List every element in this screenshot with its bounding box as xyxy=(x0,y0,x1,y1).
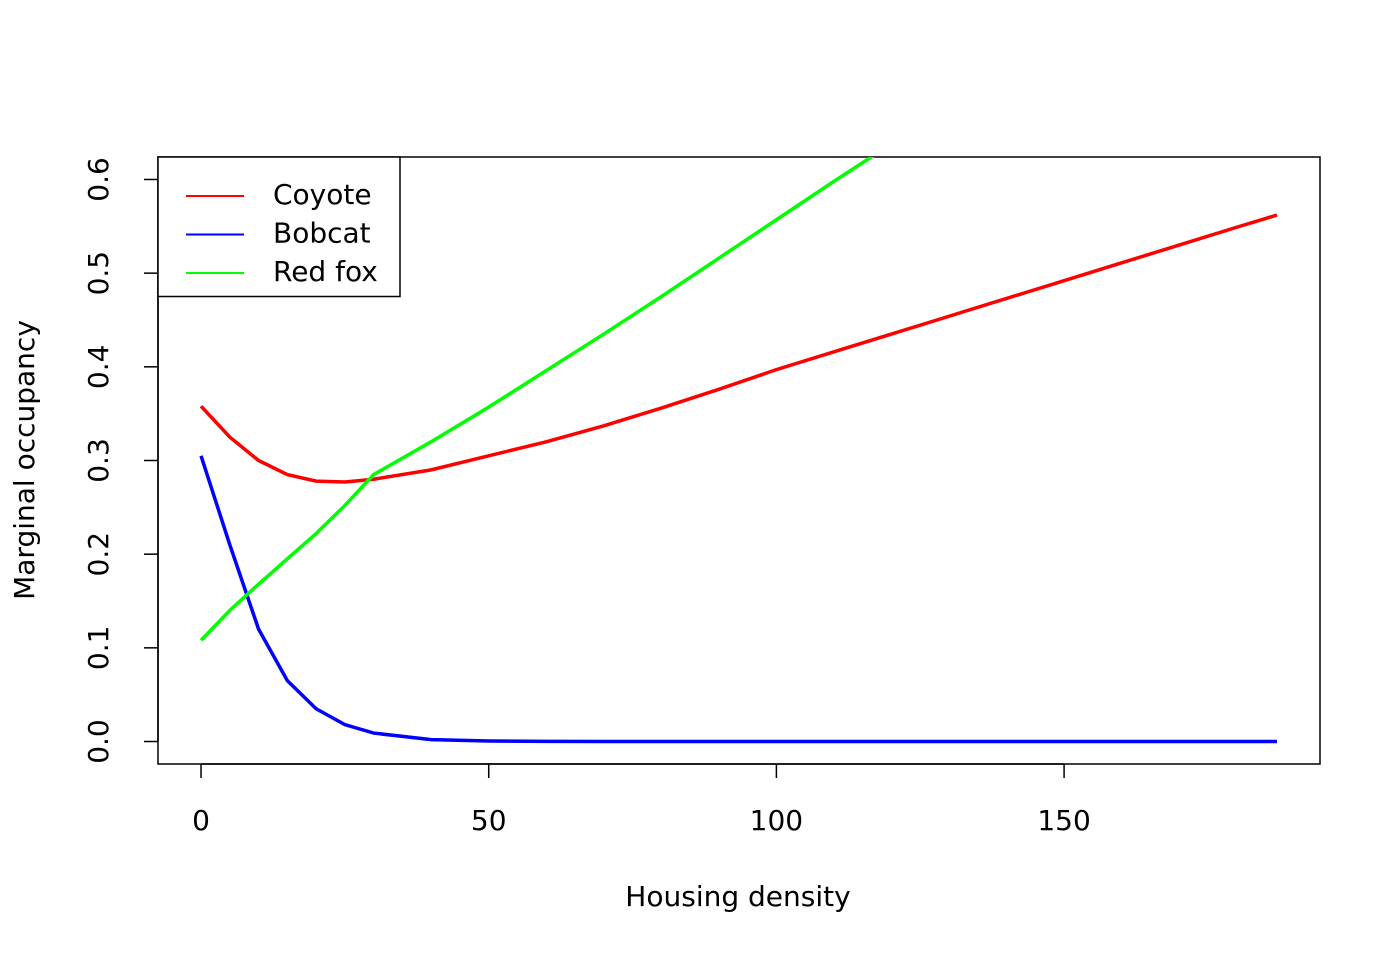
y-tick-label: 0.5 xyxy=(82,251,115,296)
x-tick-label: 150 xyxy=(1037,804,1090,837)
y-tick-label: 0.2 xyxy=(82,532,115,577)
x-tick-label: 0 xyxy=(192,804,210,837)
y-tick-label: 0.1 xyxy=(82,626,115,671)
series-line xyxy=(199,157,875,642)
x-axis-label: Housing density xyxy=(625,880,850,913)
y-tick-label: 0.4 xyxy=(82,345,115,390)
series-line xyxy=(199,213,1278,484)
legend-label: Bobcat xyxy=(273,217,371,250)
plot-lines xyxy=(199,157,1278,744)
y-tick-label: 0.3 xyxy=(82,438,115,483)
x-tick-label: 100 xyxy=(750,804,803,837)
series-line xyxy=(199,455,1277,744)
y-axis-label: Marginal occupancy xyxy=(8,320,41,600)
legend-label: Coyote xyxy=(273,178,372,211)
y-tick-label: 0.6 xyxy=(82,157,115,202)
x-tick-label: 50 xyxy=(471,804,507,837)
legend-label: Red fox xyxy=(273,255,378,288)
y-tick-label: 0.0 xyxy=(82,719,115,764)
